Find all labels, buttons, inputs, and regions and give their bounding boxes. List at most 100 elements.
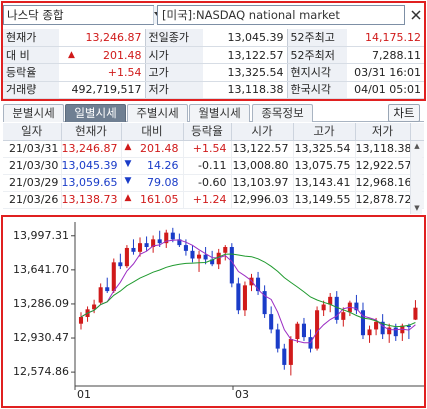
candle-body [288,339,293,365]
candle-body [111,262,116,292]
table-scrollbar[interactable]: ▲ ▼ [410,141,422,214]
tab-4[interactable]: 월별시세 [189,104,250,122]
candle-body [197,254,202,259]
quote-label: 고가 [144,63,203,82]
candle-body [413,307,418,320]
chart-button[interactable]: 차트 [388,104,420,122]
column-header[interactable]: 시가 [231,123,294,141]
candle-body [282,348,287,365]
quote-value-text: 13,246.87 [85,30,142,44]
x-tick-label: 03 [235,388,249,401]
candle-body [144,243,149,248]
quote-label: 대 비 [3,46,59,65]
date-cell: 21/03/30 [3,157,62,175]
candle-body [374,321,379,330]
tab-5[interactable]: 종목정보 [252,104,313,122]
quote-row: 현재가 13,246.87 전일종가 13,045.39 52주최고 14,175.12 [3,29,424,47]
market-label: [미국]:NASDAQ national market [157,5,405,25]
change-cell: ▲ 161.05 [121,191,184,209]
candle-body [262,291,267,315]
change-value: 161.05 [140,193,179,206]
quote-row: 대 비 ▲ 201.48 시가 13,122.57 52주최저 7,288.11 [3,46,424,65]
candle-body [223,247,228,253]
down-triangle-icon: ▼ [124,176,132,186]
search-bar: [미국]:NASDAQ national market [0,0,427,28]
column-header[interactable]: 저가 [355,123,411,141]
candle-body [275,329,280,349]
rate-cell: +1.54 [183,140,232,158]
quote-summary-table: 현재가 13,246.87 전일종가 13,045.39 52주최고 14,175.12 대… [3,29,424,100]
change-value: 79.08 [147,176,179,189]
moving-average-long-line [80,253,416,328]
column-header[interactable]: 일자 [3,123,62,141]
y-tick-label: 13,997.31 [13,228,69,242]
candle-body [334,296,339,320]
quote-value-text: 201.48 [103,48,142,62]
candle-body [105,287,110,292]
search-box [3,5,175,25]
rate-cell: +1.24 [183,191,232,209]
quote-label: 52주최고 [286,29,347,47]
candle-body [360,310,366,336]
change-cell: ▼ 14.26 [121,157,184,175]
table-row[interactable]: 21/03/26 13,138.73 ▲ 161.05 +1.24 12,996.03 13… [3,191,424,209]
candle-body [131,247,136,252]
candle-body [269,314,274,330]
scroll-up-icon[interactable]: ▲ [414,142,420,150]
y-tick-label: 13,641.70 [13,262,69,276]
open-cell: 13,122.57 [231,140,294,158]
rate-cell: -0.60 [183,174,232,192]
price-cell: 13,138.73 [61,191,122,209]
tab-bar: 분별시세 일별시세 주별시세 월별시세 종목정보 [3,104,424,122]
price-cell: 13,246.87 [61,140,122,158]
table-row[interactable]: 21/03/31 13,246.87 ▲ 201.48 +1.54 13,122.57 13… [3,140,424,158]
table-row[interactable]: 21/03/29 13,059.65 ▼ 79.08 -0.60 13,103.97 13,… [3,174,424,192]
candle-body [183,245,188,251]
candle-body [124,247,129,267]
high-cell: 13,143.41 [293,174,356,192]
date-cell: 21/03/31 [3,140,62,158]
tab-3[interactable]: 주별시세 [127,104,188,122]
moving-average-short-line [80,239,416,344]
quote-value: 492,719,517 [59,81,145,100]
scroll-down-icon[interactable]: ▼ [414,204,420,212]
up-triangle-icon: ▲ [68,49,75,60]
quote-value: 04/01 05:01 [347,81,424,100]
candle-body [295,323,300,340]
candle-body [393,327,398,337]
candle-body [328,296,333,305]
candle-body [177,239,182,246]
candle-body [157,239,162,244]
change-cell: ▼ 79.08 [121,174,184,192]
column-header[interactable]: 등락율 [183,123,232,141]
quote-label: 한국시각 [286,81,347,100]
candle-body [236,283,241,311]
candle-body [354,302,359,311]
column-header[interactable]: 고가 [293,123,356,141]
candle-body [151,239,156,248]
tab-2[interactable]: 일별시세 [65,104,126,122]
candle-body [78,316,84,324]
high-cell: 13,149.55 [293,191,356,209]
candle-body [164,232,169,244]
high-cell: 13,075.75 [293,157,356,175]
daily-price-table: 일자 현재가 대비 등락율 시가 고가 저가 21/03/31 13,246.87 ▲ 201.4… [3,123,424,209]
open-cell: 12,996.03 [231,191,294,209]
column-header[interactable]: 현재가 [61,123,122,141]
candle-body [98,287,103,303]
quote-value-text: 492,719,517 [71,83,142,97]
table-row[interactable]: 21/03/30 13,045.39 ▼ 14.26 -0.11 13,008.80 13,… [3,157,424,175]
column-header[interactable]: 대비 [121,123,184,141]
candlestick-chart: 13,997.31 13,641.70 13,286.09 12,930.47 12,5… [3,218,424,406]
close-icon[interactable] [408,6,424,24]
quote-label: 전일종가 [144,29,203,47]
quote-label: 시가 [144,46,203,65]
header-gutter [410,123,424,141]
quote-value-text: +1.54 [107,65,142,79]
chart-canvas [71,222,424,390]
quote-value: 13,122.57 [203,46,287,65]
tab-1[interactable]: 분별시세 [3,104,64,122]
symbol-search-input[interactable] [4,6,153,24]
y-tick-label: 13,286.09 [13,296,69,310]
x-tick-label: 01 [77,388,91,401]
